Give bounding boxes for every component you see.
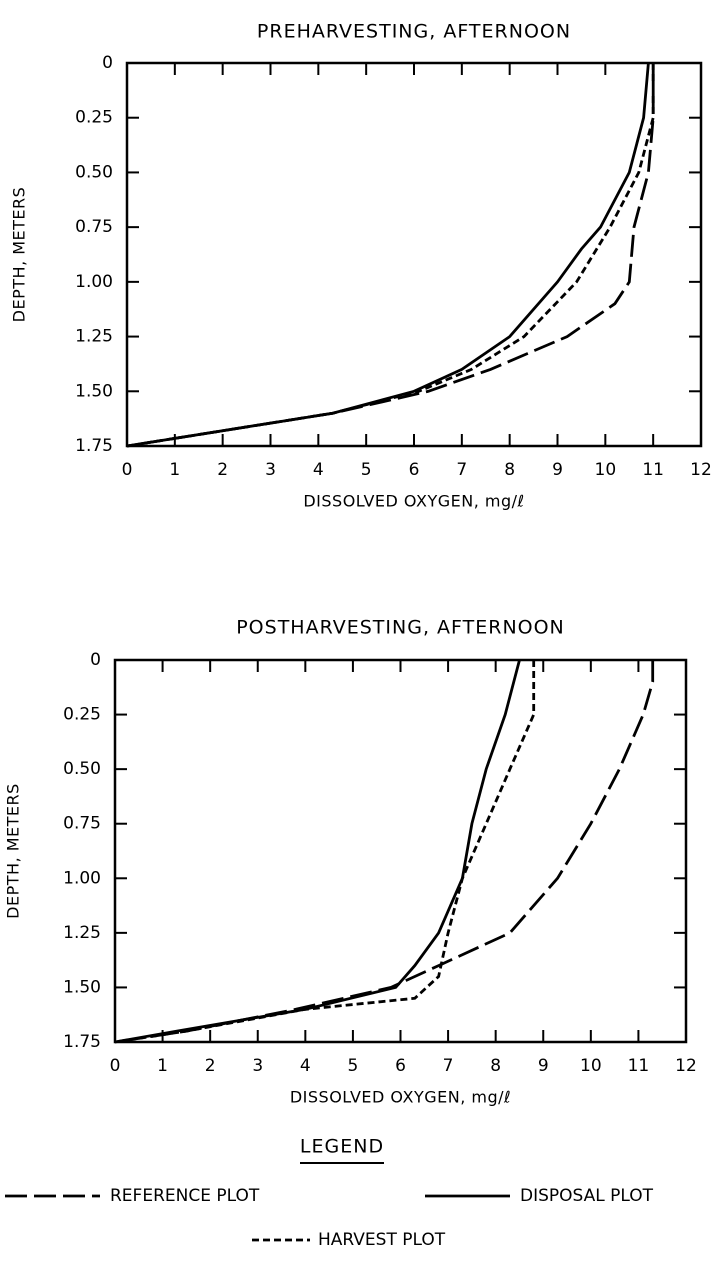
y-tick-label: 0	[102, 53, 113, 73]
x-tick-label: 3	[252, 1056, 263, 1076]
x-tick-label: 1	[169, 460, 180, 480]
y-tick-label: 0.25	[63, 705, 101, 725]
chart-title: PREHARVESTING, AFTERNOON	[257, 21, 571, 43]
x-tick-label: 10	[595, 460, 617, 480]
x-tick-label: 9	[538, 1056, 549, 1076]
data-line	[114, 660, 536, 1044]
x-tick-label: 8	[504, 460, 515, 480]
y-tick-label: 1.75	[63, 1032, 101, 1052]
x-tick-label: 12	[690, 460, 712, 480]
x-tick-label: 12	[675, 1056, 697, 1076]
x-tick-label: 0	[122, 460, 133, 480]
legend-label: REFERENCE PLOT	[110, 1186, 260, 1206]
x-tick-label: 1	[157, 1056, 168, 1076]
y-axis-label: DEPTH, METERS	[10, 187, 29, 323]
y-tick-label: 1.50	[75, 381, 113, 401]
x-tick-label: 6	[409, 460, 420, 480]
x-tick-label: 2	[217, 460, 228, 480]
legend-title: LEGEND	[300, 1136, 384, 1158]
x-tick-label: 0	[110, 1056, 121, 1076]
y-tick-label: 0.50	[75, 162, 113, 182]
y-tick-label: 0.75	[75, 217, 113, 237]
y-tick-label: 1.50	[63, 977, 101, 997]
plot-frame	[125, 61, 703, 448]
y-axis-label: DEPTH, METERS	[4, 783, 23, 919]
y-tick-label: 0	[90, 650, 101, 670]
x-tick-label: 6	[395, 1056, 406, 1076]
chart-title: POSTHARVESTING, AFTERNOON	[236, 617, 565, 639]
y-tick-label: 1.25	[75, 327, 113, 347]
data-line	[114, 659, 521, 1044]
y-tick-label: 1.00	[63, 868, 101, 888]
x-tick-label: 4	[300, 1056, 311, 1076]
x-tick-label: 3	[265, 460, 276, 480]
x-tick-label: 4	[313, 460, 324, 480]
x-tick-label: 11	[642, 460, 664, 480]
x-tick-label: 11	[628, 1056, 650, 1076]
x-tick-label: 5	[361, 460, 372, 480]
legend-label: DISPOSAL PLOT	[520, 1186, 654, 1206]
x-tick-label: 7	[456, 460, 467, 480]
x-tick-label: 8	[490, 1056, 501, 1076]
x-tick-label: 7	[443, 1056, 454, 1076]
legend-label: HARVEST PLOT	[318, 1230, 446, 1250]
x-tick-label: 2	[205, 1056, 216, 1076]
y-tick-label: 1.25	[63, 923, 101, 943]
x-tick-label: 10	[580, 1056, 602, 1076]
x-tick-label: 9	[552, 460, 563, 480]
y-tick-label: 1.75	[75, 436, 113, 456]
plot-frame	[113, 658, 688, 1044]
y-tick-label: 0.50	[63, 759, 101, 779]
x-axis-label: DISSOLVED OXYGEN, mg/ℓ	[303, 492, 524, 511]
data-line	[114, 660, 655, 1044]
data-line	[126, 62, 650, 448]
y-tick-label: 0.25	[75, 108, 113, 128]
x-axis-label: DISSOLVED OXYGEN, mg/ℓ	[290, 1088, 511, 1107]
y-tick-label: 0.75	[63, 814, 101, 834]
y-tick-label: 1.00	[75, 272, 113, 292]
data-line	[126, 63, 655, 448]
data-line	[126, 63, 655, 448]
x-tick-label: 5	[348, 1056, 359, 1076]
